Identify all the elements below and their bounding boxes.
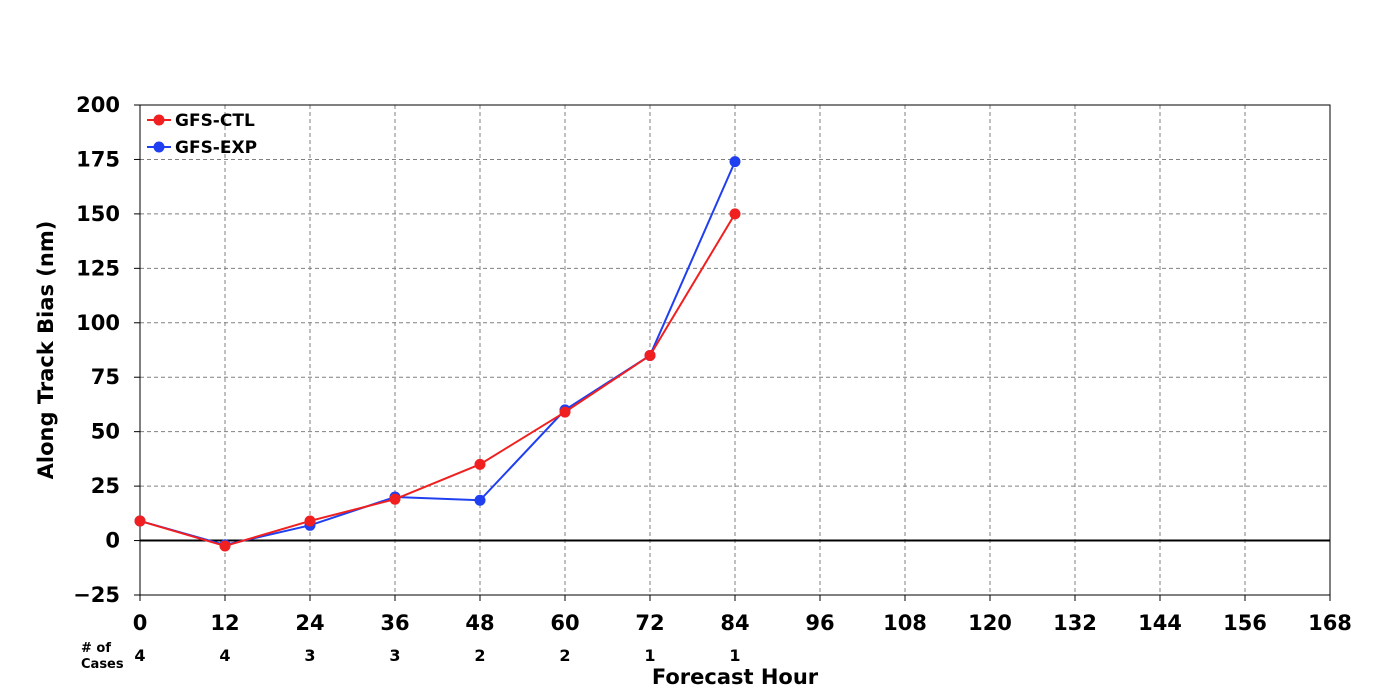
data-point-gfs-ctl-12 (219, 540, 231, 552)
case-count-24: 3 (304, 646, 315, 665)
y-tick-label-175: 175 (76, 147, 120, 171)
x-tick-label-12: 12 (210, 611, 239, 635)
series-gfs-ctl (134, 208, 741, 552)
x-axis-ticks: 0 12 24 36 48 60 72 84 96 108 120 132 144 156 168 (133, 595, 1352, 635)
legend-marker-gfs-exp (153, 141, 165, 153)
x-tick-label-108: 108 (883, 611, 927, 635)
x-tick-label-84: 84 (720, 611, 749, 635)
y-axis-title: Along Track Bias (nm) (34, 221, 58, 480)
x-tick-label-168: 168 (1308, 611, 1352, 635)
x-tick-label-36: 36 (380, 611, 409, 635)
legend: GFS-CTL GFS-EXP (147, 111, 257, 158)
cases-label-line1: # of (81, 641, 111, 656)
x-tick-label-96: 96 (805, 611, 834, 635)
case-count-72: 1 (644, 646, 655, 665)
y-tick-label-125: 125 (76, 256, 120, 280)
data-point-gfs-ctl-36 (389, 493, 401, 505)
series-line-gfs-ctl (139, 213, 736, 548)
y-axis-ticks: −25 0 25 50 75 100 125 150 175 200 (73, 93, 140, 607)
data-point-gfs-exp-48 (474, 494, 486, 506)
y-tick-label-0: 0 (105, 529, 120, 553)
data-point-gfs-exp-84 (729, 156, 741, 168)
case-count-48: 2 (474, 646, 485, 665)
series-layer (134, 156, 741, 552)
x-tick-label-156: 156 (1223, 611, 1267, 635)
legend-label-gfs-exp: GFS-EXP (175, 138, 257, 158)
case-count-36: 3 (389, 646, 400, 665)
x-tick-label-60: 60 (550, 611, 579, 635)
data-point-gfs-ctl-48 (474, 458, 486, 470)
case-count-84: 1 (729, 646, 740, 665)
legend-label-gfs-ctl: GFS-CTL (175, 111, 255, 131)
x-tick-label-0: 0 (133, 611, 148, 635)
y-tick-label-25: 25 (91, 474, 120, 498)
x-axis-title: Forecast Hour (652, 665, 819, 689)
case-count-0: 4 (134, 646, 145, 665)
x-tick-label-72: 72 (635, 611, 664, 635)
x-tick-label-120: 120 (968, 611, 1012, 635)
y-tick-label-75: 75 (91, 365, 120, 389)
data-point-gfs-ctl-0 (134, 515, 146, 527)
cases-label-line2: Cases (81, 657, 124, 672)
cases-row: # of Cases 4 4 3 3 2 2 1 1 (81, 641, 741, 672)
data-point-gfs-ctl-72 (644, 349, 656, 361)
y-tick-label-100: 100 (76, 311, 120, 335)
x-tick-label-48: 48 (465, 611, 494, 635)
x-tick-label-132: 132 (1053, 611, 1097, 635)
y-tick-label-150: 150 (76, 202, 120, 226)
y-tick-label-200: 200 (76, 93, 120, 117)
x-tick-label-24: 24 (295, 611, 324, 635)
case-count-12: 4 (219, 646, 230, 665)
y-tick-label--25: −25 (73, 583, 120, 607)
data-point-gfs-ctl-60 (559, 406, 571, 418)
y-tick-label-50: 50 (91, 420, 120, 444)
case-count-60: 2 (559, 646, 570, 665)
x-tick-label-144: 144 (1138, 611, 1182, 635)
data-point-gfs-ctl-84 (729, 208, 741, 220)
legend-marker-gfs-ctl (153, 114, 165, 126)
data-point-gfs-ctl-24 (304, 515, 316, 527)
